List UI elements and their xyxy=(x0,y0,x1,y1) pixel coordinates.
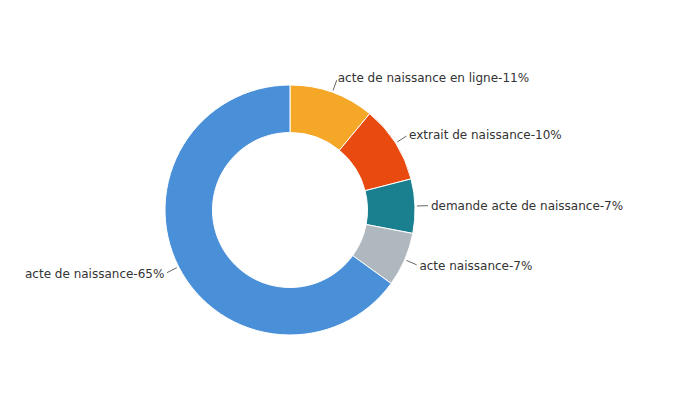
slice-label: acte de naissance-65% xyxy=(25,267,164,281)
slice-label: extrait de naissance-10% xyxy=(409,128,562,142)
slice xyxy=(165,85,391,335)
slice xyxy=(339,114,411,191)
leader-line xyxy=(167,268,177,273)
leader-line xyxy=(333,80,337,90)
leader-line xyxy=(417,205,428,206)
labels: acte de naissance en ligne-11% extrait de… xyxy=(25,71,623,282)
leader-line xyxy=(397,136,406,142)
slice-label: acte de naissance en ligne-11% xyxy=(338,71,529,85)
slice-label: demande acte de naissance-7% xyxy=(431,199,623,213)
slices xyxy=(165,85,415,335)
leader-line xyxy=(407,260,417,264)
plot: acte de naissance en ligne-11% extrait de… xyxy=(25,71,623,335)
chart: acte de naissance en ligne-11% extrait de… xyxy=(0,0,680,400)
slice-label: acte naissance-7% xyxy=(419,259,532,273)
